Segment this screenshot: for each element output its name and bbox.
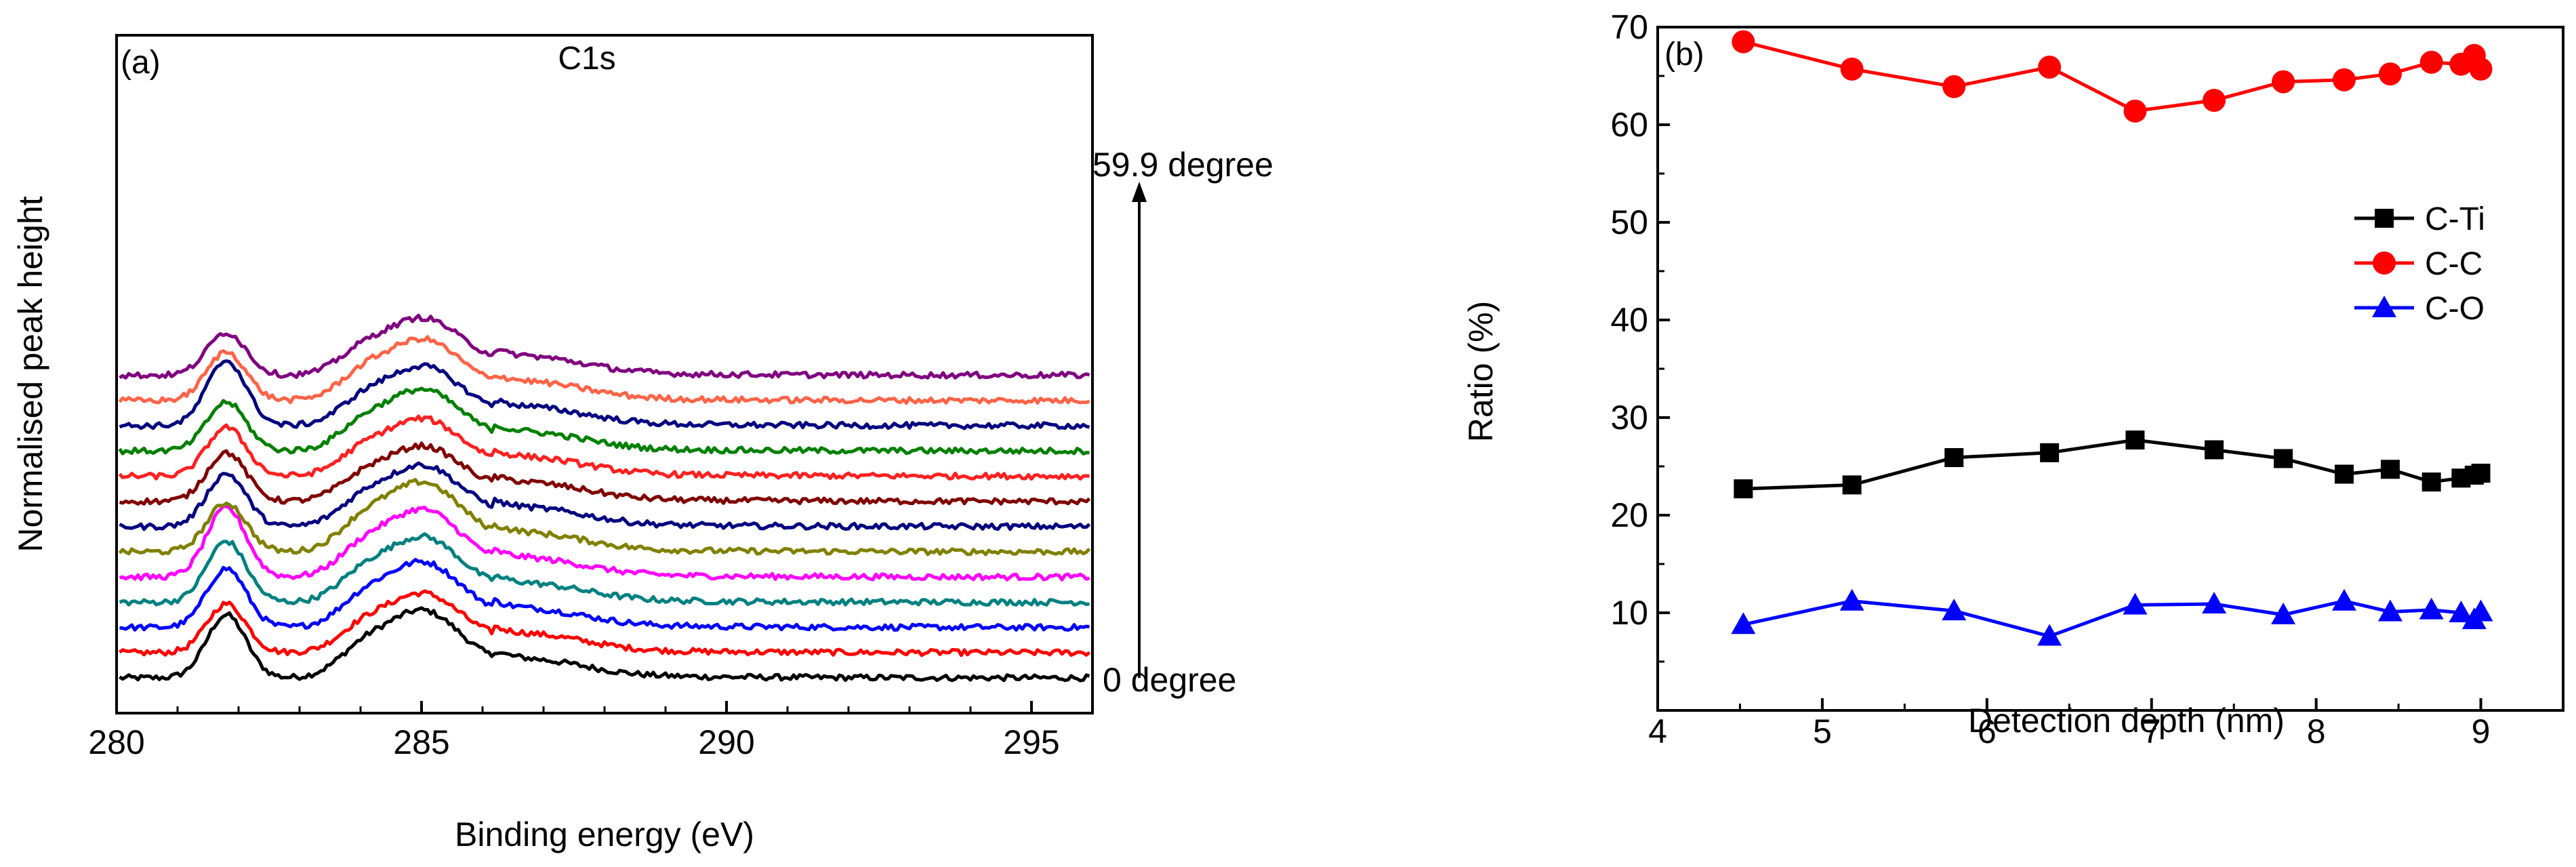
x-tick-label: 7	[2142, 712, 2161, 750]
spectrum-line	[119, 532, 1090, 607]
data-point-cc	[2419, 50, 2443, 74]
annotation-bottom-angle: 0 degree	[1103, 661, 1236, 699]
y-tick-label: 10	[1610, 594, 1648, 632]
data-point-cti	[2334, 464, 2354, 484]
y-tick-label: 30	[1610, 399, 1648, 437]
data-point-co	[2123, 592, 2148, 615]
spectrum-line	[119, 441, 1091, 506]
spectrum-line	[119, 504, 1090, 582]
data-point-co	[2468, 599, 2493, 622]
panel-a-frame	[115, 34, 1094, 714]
data-point-cc	[2123, 99, 2147, 123]
x-tick-label: 290	[698, 723, 754, 761]
spectrum-line	[118, 386, 1090, 456]
data-point-cti	[1944, 448, 1964, 468]
data-point-cti	[2205, 440, 2224, 460]
spectrum-line	[119, 313, 1090, 380]
spectrum-line	[119, 589, 1091, 658]
y-tick-label: 40	[1610, 301, 1648, 339]
legend-label-cc: C-C	[2425, 246, 2482, 282]
x-tick-label: 280	[88, 723, 144, 761]
x-tick-label: 295	[1003, 723, 1059, 761]
ratio-series	[1731, 30, 2493, 646]
data-point-cc	[2332, 68, 2356, 92]
legend-label-co: C-O	[2425, 291, 2485, 327]
data-point-cti	[2471, 464, 2491, 483]
panel-b-label: (b)	[1664, 37, 1704, 73]
spectrum-line	[119, 606, 1090, 683]
legend-label-cti: C-Ti	[2425, 201, 2485, 237]
x-tick-label: 285	[393, 723, 449, 761]
data-point-cti	[2125, 430, 2145, 450]
spectrum-line	[119, 461, 1091, 531]
data-point-cc	[1840, 57, 1864, 81]
x-tick-label: 9	[2472, 712, 2491, 750]
data-point-cc	[1942, 75, 1966, 98]
x-tick-label: 4	[1648, 712, 1667, 750]
legend-marker-cti	[2375, 209, 2394, 228]
x-tick-label: 5	[1813, 712, 1832, 750]
data-point-co	[2419, 597, 2444, 620]
data-point-cc	[2038, 56, 2062, 79]
spectrum-line	[119, 359, 1090, 430]
data-point-co	[2271, 602, 2296, 624]
data-point-co	[2377, 599, 2403, 622]
spectrum-line	[118, 335, 1090, 405]
legend-marker-cc	[2373, 251, 2396, 275]
data-point-co	[2331, 588, 2356, 611]
spectrum-line	[118, 478, 1091, 557]
data-point-cti	[2421, 472, 2441, 492]
data-point-co	[1839, 588, 1864, 611]
panel-a-x-axis: 280 285 290 295	[88, 701, 1094, 761]
y-tick-label: 50	[1610, 203, 1648, 241]
data-point-cti	[1842, 475, 1862, 495]
data-point-cc	[2378, 62, 2402, 86]
data-point-co	[2037, 624, 2062, 646]
annotation-top-angle: 59.9 degree	[1092, 146, 1273, 184]
panel-b-axes: 4 5 6 7 8 9 10 20 30 40 50 60 70	[1610, 8, 2490, 750]
data-point-cti	[2274, 449, 2293, 468]
panel-b-x-axis-title: Detection depth (nm)	[1968, 702, 2285, 740]
data-point-cti	[1734, 479, 1753, 499]
panel-a-label: (a)	[121, 45, 161, 81]
x-tick-label: 8	[2307, 712, 2326, 750]
data-point-cc	[2203, 89, 2226, 112]
data-point-co	[2202, 592, 2227, 614]
panel-a-x-axis-title: Binding energy (eV)	[455, 815, 754, 853]
panel-a-title: C1s	[558, 41, 615, 77]
y-tick-label: 70	[1610, 8, 1648, 46]
spectra-curves	[118, 313, 1091, 683]
data-point-cc	[2272, 70, 2295, 94]
panel-a-y-axis-title: Normalised peak height	[12, 196, 49, 552]
data-point-co	[1731, 612, 1756, 634]
x-tick-label: 6	[1978, 712, 1997, 750]
ratio-chart: 4 5 6 7 8 9 10 20 30 40 50 60 70 (b) Detection depth…	[1462, 8, 2564, 750]
legend-marker-co	[2372, 296, 2396, 317]
spectrum-line	[118, 414, 1090, 481]
data-point-cc	[2469, 57, 2493, 81]
data-point-cti	[2040, 443, 2060, 462]
data-point-co	[2449, 601, 2474, 622]
xps-spectra-chart: 280 285 290 295 (a) C1s Binding energy (eV)…	[12, 34, 1273, 853]
data-point-cti	[2380, 460, 2400, 479]
y-tick-label: 60	[1610, 106, 1648, 144]
legend: C-Ti C-C C-O	[2354, 201, 2485, 327]
panel-b-y-axis-title: Ratio (%)	[1462, 301, 1500, 442]
data-point-cc	[1732, 30, 1755, 54]
data-point-co	[1942, 599, 1967, 621]
spectrum-line	[119, 558, 1090, 632]
y-tick-label: 20	[1610, 496, 1648, 534]
angle-arrow-head	[1132, 182, 1147, 202]
